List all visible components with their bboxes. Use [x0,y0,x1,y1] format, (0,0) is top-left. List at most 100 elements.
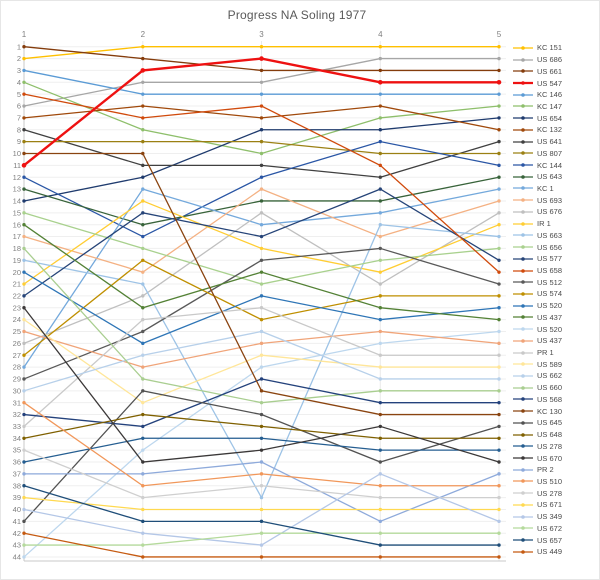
svg-text:5: 5 [17,90,21,99]
data-point-marker [141,519,145,524]
legend-item: KC 132 [512,124,562,136]
legend-label: US 547 [537,78,563,88]
series-pr-1 [22,306,501,429]
data-point-marker [259,436,264,440]
data-point-marker [497,519,501,524]
series-us-662 [22,329,501,393]
data-point-marker [259,460,264,464]
data-point-marker [141,234,145,239]
svg-text:39: 39 [13,493,21,502]
series-kc-151 [22,45,501,61]
data-point-marker [141,507,145,512]
data-point-marker [22,199,26,203]
series-us-278 [22,448,501,500]
legend-item: US 641 [512,136,562,148]
gridlines-horizontal [24,46,506,558]
legend-marker-icon [513,233,533,238]
series-us-512 [22,246,501,381]
data-point-marker [378,163,382,168]
data-point-marker [141,211,145,215]
data-point-marker [259,389,264,393]
legend-marker-icon [513,256,533,261]
legend-item: US 663 [512,230,562,242]
data-point-marker [259,151,264,156]
data-point-marker [497,555,501,559]
data-point-marker [378,294,382,298]
data-point-marker [378,187,382,191]
data-point-marker [22,104,26,108]
data-point-marker [378,246,382,251]
svg-text:23: 23 [13,303,21,312]
legend-label: US 589 [537,359,563,369]
data-point-marker [259,246,264,251]
data-point-marker [497,282,501,286]
legend-marker-icon [513,538,533,542]
data-point-marker [22,460,26,464]
svg-text:4: 4 [17,78,21,87]
svg-text:10: 10 [13,149,21,158]
data-point-marker [141,258,145,262]
data-point-marker [141,80,145,84]
data-point-marker [141,555,145,559]
data-point-marker [259,258,264,262]
data-point-marker [259,92,264,96]
data-point-marker [497,175,501,179]
legend-item: US 648 [512,429,562,441]
data-point-marker [141,484,145,488]
legend-label: US 662 [537,371,563,381]
series-kc-146 [22,68,501,96]
data-point-marker [378,258,382,262]
legend-item: US 676 [512,206,562,218]
legend-label: KC 130 [537,406,563,416]
data-point-marker [497,258,501,262]
data-point-marker [378,211,382,215]
legend-marker-icon [513,409,533,413]
legend-label: US 437 [537,336,563,346]
data-point-marker [497,199,501,203]
series-kc-144 [22,139,501,239]
series-us-660 [22,246,501,405]
data-point-marker [378,45,382,49]
svg-text:4: 4 [378,30,383,39]
series-us-278 [22,436,501,464]
series-us-686 [22,56,501,108]
series-us-547 [21,56,502,168]
data-point-marker [497,329,501,334]
svg-text:21: 21 [13,280,21,289]
data-point-marker [259,56,264,61]
data-point-marker [378,222,382,227]
data-point-marker [259,400,264,405]
data-point-marker [22,151,26,156]
legend-item: US 686 [512,54,562,66]
data-point-marker [22,341,26,346]
data-point-marker [22,353,26,357]
svg-text:40: 40 [13,505,21,514]
data-point-marker [259,80,264,84]
data-point-marker [141,377,145,381]
data-point-marker [259,306,264,310]
legend-item: US 437 [512,335,562,347]
data-point-marker [22,543,26,547]
data-point-marker [497,389,501,393]
legend-label: US 656 [537,242,563,252]
legend-label: US 278 [537,488,563,498]
data-point-marker [497,163,501,168]
svg-text:1: 1 [22,30,27,39]
legend-item: KC 151 [512,42,562,54]
legend-label: US 577 [537,254,563,264]
data-point-marker [259,519,264,524]
series-us-349 [22,472,501,547]
legend-marker-icon [513,128,533,132]
data-point-marker [22,329,26,334]
legend-item: US 574 [512,288,562,300]
legend-label: US 449 [537,547,563,557]
data-point-marker [497,270,501,274]
legend-label: US 663 [537,230,563,240]
legend-marker-icon [513,303,533,308]
data-point-marker [141,531,145,535]
svg-text:24: 24 [13,315,21,324]
data-point-marker [22,45,26,49]
legend-marker-icon [513,104,533,109]
series-us-520 [22,329,501,559]
data-point-marker [497,507,501,512]
